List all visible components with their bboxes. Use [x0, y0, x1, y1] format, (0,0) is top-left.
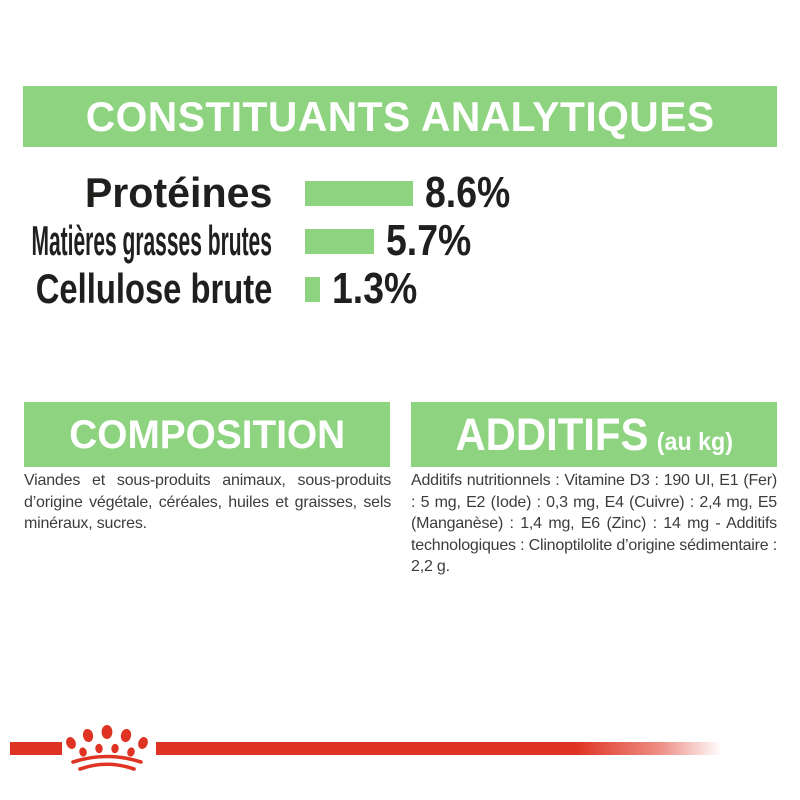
nutrient-bar-fibre: [305, 276, 320, 302]
composition-body: Viandes et sous-produits animaux, sous-p…: [24, 472, 391, 532]
analytical-constituents-title: CONSTITUANTS ANALYTIQUES: [85, 92, 715, 140]
table-row: Cellulose brute 1.3%: [0, 265, 800, 313]
table-row: Protéines 8.6%: [0, 169, 800, 217]
nutrient-label-fibre: Cellulose brute: [35, 265, 272, 312]
additives-title-unit: (au kg): [656, 428, 733, 456]
additives-title: ADDITIFS (au kg): [455, 412, 733, 457]
nutrient-label-fat: Matières grasses brutes: [31, 217, 272, 264]
composition-title: COMPOSITION: [69, 412, 345, 457]
nutrient-value-fibre: 1.3%: [332, 264, 418, 313]
analytical-constituents-header: CONSTITUANTS ANALYTIQUES: [23, 86, 777, 147]
brand-stripe-left-segment: [10, 742, 62, 755]
table-row: Matières grasses brutes 5.7%: [0, 217, 800, 265]
analytical-rows: Protéines 8.6% Matières grasses brutes 5…: [0, 169, 800, 313]
nutrient-bar-proteins: [305, 180, 413, 206]
brand-stripe-fading-segment: [156, 742, 728, 755]
nutrient-value-fat: 5.7%: [386, 216, 472, 265]
royal-canin-crown-logo-icon: [66, 725, 148, 771]
composition-header: COMPOSITION: [24, 402, 390, 467]
nutrient-value-proteins: 8.6%: [425, 168, 511, 217]
additives-header: ADDITIFS (au kg): [411, 402, 777, 467]
nutrient-label-proteins: Protéines: [84, 169, 272, 216]
additives-body: Additifs nutritionnels : Vitamine D3 : 1…: [411, 472, 777, 575]
additives-title-main: ADDITIFS: [455, 409, 649, 460]
nutrient-bar-fat: [305, 228, 374, 254]
